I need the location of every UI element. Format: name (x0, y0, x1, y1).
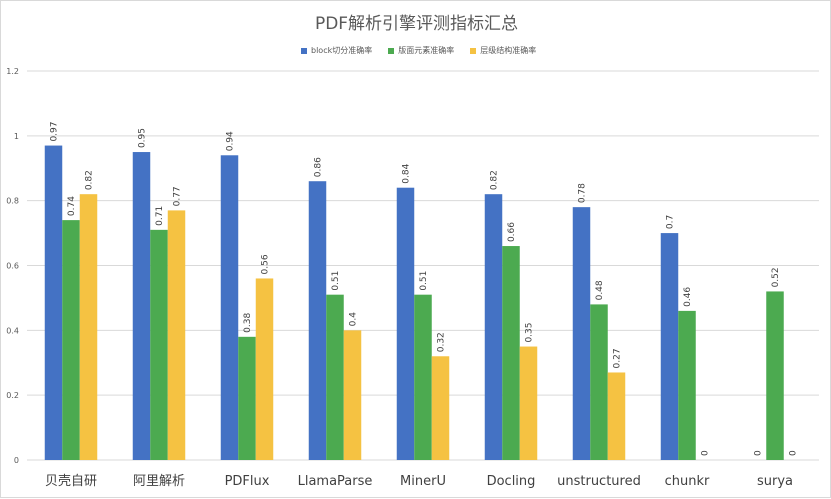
data-label: 0.82 (490, 170, 500, 190)
bar (660, 233, 679, 460)
data-label: 0 (754, 450, 764, 456)
bar (79, 194, 98, 460)
bar (220, 155, 239, 461)
legend-label-block: block切分准确率 (311, 46, 373, 55)
y-tick-label: 1.2 (6, 67, 19, 76)
bar (678, 310, 696, 460)
x-tick-label: 阿里解析 (133, 474, 185, 489)
bar (343, 330, 362, 460)
data-label: 0.35 (525, 322, 535, 342)
bar (502, 246, 520, 460)
x-tick-label: PDFlux (225, 474, 270, 489)
bar (766, 291, 784, 460)
legend-item-layout: 版面元素准确率 (388, 45, 454, 56)
data-label: 0.52 (771, 267, 781, 287)
bar (431, 356, 450, 460)
x-tick-label: 贝壳自研 (45, 474, 97, 489)
x-tick-label: LlamaParse (298, 474, 373, 489)
y-tick-label: 0.2 (6, 391, 19, 400)
data-label: 0 (789, 450, 799, 456)
data-label: 0.51 (331, 271, 341, 291)
data-label: 0.84 (402, 163, 412, 183)
bar (572, 207, 591, 460)
bar (607, 372, 626, 460)
bar (255, 278, 274, 460)
data-label: 0.4 (349, 312, 359, 327)
bar (62, 220, 80, 460)
data-label: 0.66 (507, 222, 517, 242)
legend-swatch-block (301, 47, 307, 54)
data-label: 0.86 (314, 157, 324, 177)
data-label: 0.7 (666, 215, 676, 229)
data-label: 0.95 (138, 128, 148, 148)
data-label: 0.77 (173, 186, 183, 206)
x-tick-label: unstructured (557, 474, 641, 489)
legend: block切分准确率 版面元素准确率 层级结构准确率 (301, 45, 536, 56)
bar (308, 181, 327, 460)
data-label: 0.38 (243, 313, 253, 333)
x-tick-label: Docling (487, 474, 536, 489)
bar (414, 294, 432, 460)
y-tick-label: 0.8 (6, 197, 19, 206)
legend-label-layout: 版面元素准确率 (398, 46, 455, 55)
data-label: 0.78 (578, 183, 588, 203)
legend-swatch-hierarchy (470, 47, 477, 54)
x-tick-label: chunkr (665, 474, 710, 489)
data-label: 0.27 (613, 348, 623, 368)
chart-title: PDF解析引擎评测指标汇总 (314, 14, 519, 34)
bar (44, 145, 63, 460)
data-label: 0.48 (595, 280, 605, 300)
data-label: 0.94 (226, 131, 236, 151)
x-tick-label: MinerU (400, 474, 446, 489)
legend-swatch-layout (388, 47, 395, 54)
bar (484, 194, 503, 460)
bar (238, 336, 256, 460)
data-label: 0.74 (67, 196, 77, 216)
legend-label-hierarchy: 层级结构准确率 (480, 46, 537, 55)
y-tick-label: 0 (14, 456, 19, 465)
legend-item-hierarchy: 层级结构准确率 (470, 45, 536, 56)
bar (326, 294, 344, 460)
bar (167, 210, 186, 460)
x-tick-label: surya (757, 474, 793, 489)
data-label: 0.51 (419, 271, 429, 291)
y-tick-label: 1 (14, 132, 19, 141)
bar (396, 187, 415, 460)
data-label: 0.46 (683, 287, 693, 307)
legend-item-block: block切分准确率 (301, 45, 372, 56)
y-tick-label: 0.6 (6, 262, 19, 271)
data-label: 0.32 (437, 332, 447, 352)
bar (590, 304, 608, 460)
bar (519, 346, 538, 460)
y-tick-label: 0.4 (6, 326, 19, 335)
data-label: 0.97 (50, 122, 60, 142)
bar (150, 229, 168, 460)
data-label: 0.82 (85, 170, 95, 190)
data-label: 0.71 (155, 206, 165, 226)
data-label: 0.56 (261, 254, 271, 274)
data-label: 0 (701, 450, 711, 456)
bar (132, 152, 151, 460)
